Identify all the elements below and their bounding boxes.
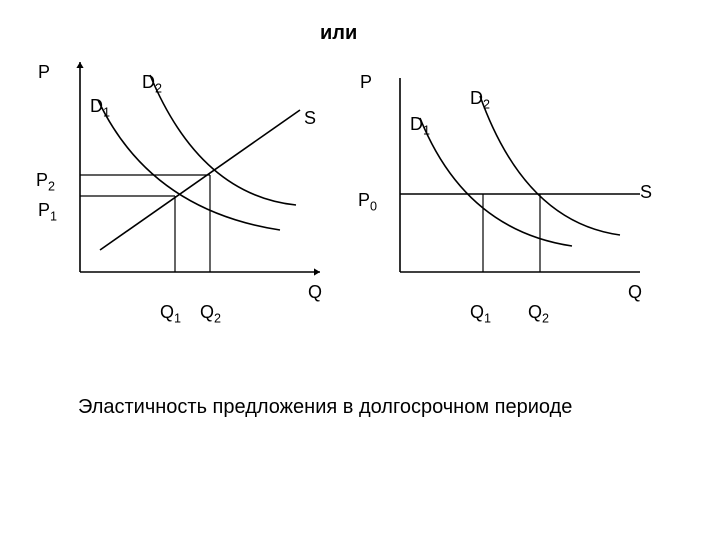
caption: Эластичность предложения в долгосрочном … (78, 396, 572, 419)
left-p1-label: P1 (38, 200, 57, 224)
left-q1-label: Q1 (160, 302, 181, 326)
right-q1-label: Q1 (470, 302, 491, 326)
right-demand2-label: D2 (470, 88, 490, 112)
left-p2-label: P2 (36, 170, 55, 194)
left-axis-label-p: P (38, 62, 50, 83)
left-demand1-label: D1 (90, 96, 110, 120)
right-supply-label: S (640, 182, 652, 203)
left-demand2-label: D2 (142, 72, 162, 96)
right-p0-label: P0 (358, 190, 377, 214)
left-supply-label: S (304, 108, 316, 129)
right-axis-label-q: Q (628, 282, 642, 303)
right-q2-label: Q2 (528, 302, 549, 326)
header-or: или (320, 22, 357, 45)
right-axis-label-p: P (360, 72, 372, 93)
left-axis-label-q: Q (308, 282, 322, 303)
left-q2-label: Q2 (200, 302, 221, 326)
right-demand1-label: D1 (410, 114, 430, 138)
